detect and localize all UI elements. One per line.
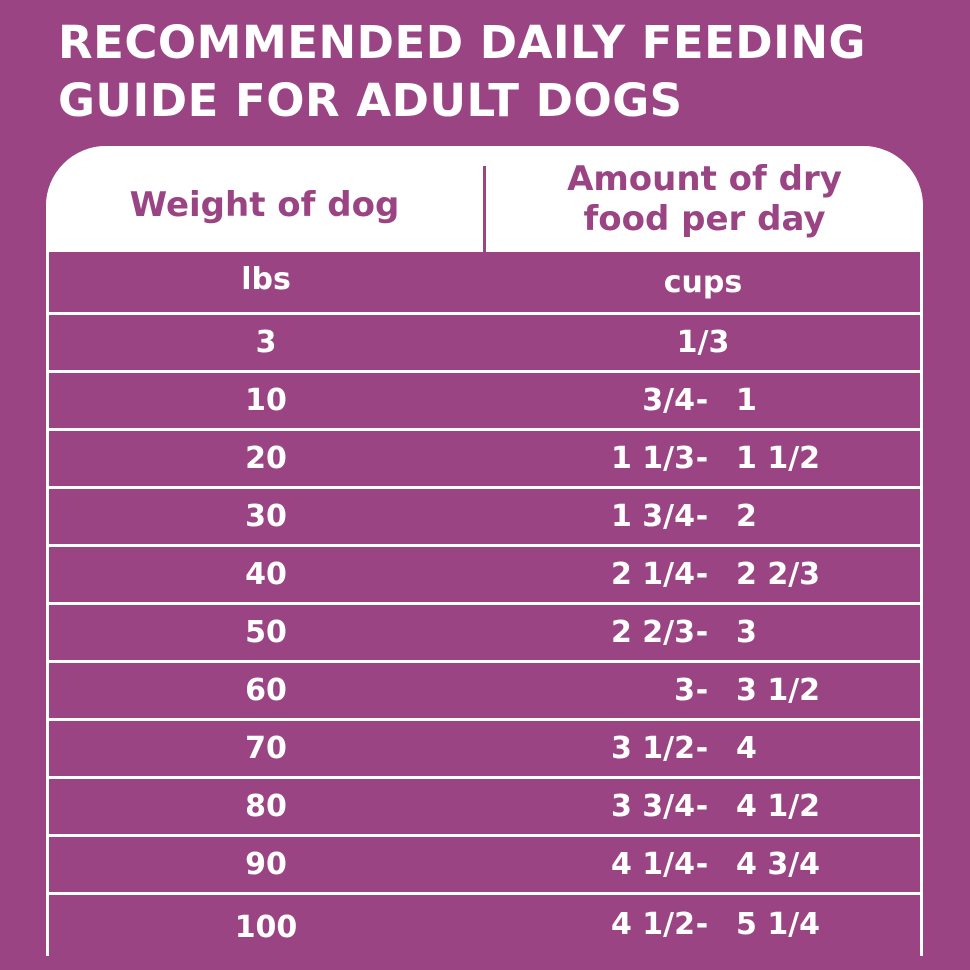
amount-high: 5 1/4 (736, 907, 821, 942)
units-row: lbs cups (49, 252, 920, 312)
amount-cell: 3-3 1/2 (486, 663, 920, 718)
header-amount-line-2: food per day (583, 199, 826, 239)
amount-high: 1 (736, 383, 757, 418)
amount-dash: - (695, 907, 709, 942)
feeding-table: Weight of dog Amount of dry food per day… (46, 146, 923, 956)
title-line-2: GUIDE FOR ADULT DOGS (58, 74, 683, 127)
table-row: 20 1 1/3-1 1/2 (49, 431, 920, 486)
amount-low: 1 1/3 (610, 441, 695, 476)
amount-cell: 2 2/3-3 (486, 605, 920, 660)
amount-low: 3/4 (642, 383, 695, 418)
table-row: 10 3/4-1 (49, 373, 920, 428)
weight-cell: 90 (245, 847, 287, 882)
amount-dash: - (695, 499, 709, 534)
amount-low: 4 1/2 (610, 907, 695, 942)
header-weight: Weight of dog (46, 152, 483, 258)
amount-high: 3 1/2 (736, 673, 821, 708)
weight-cell: 20 (245, 441, 287, 476)
table-row: 70 3 1/2-4 (49, 721, 920, 776)
amount-cell: 1/3 (676, 325, 730, 360)
title-line-1: RECOMMENDED DAILY FEEDING (58, 16, 866, 69)
unit-weight: lbs (241, 262, 291, 297)
amount-low: 1 3/4 (610, 499, 695, 534)
weight-cell: 60 (245, 673, 287, 708)
table-row: 40 2 1/4-2 2/3 (49, 547, 920, 602)
amount-dash: - (695, 383, 709, 418)
amount-cell: 1 3/4-2 (486, 489, 920, 544)
header-amount: Amount of dry food per day (486, 146, 923, 252)
amount-cell: 1 1/3-1 1/2 (486, 431, 920, 486)
unit-amount: cups (663, 264, 743, 300)
header-weight-label: Weight of dog (129, 185, 400, 225)
amount-high: 4 (736, 731, 757, 766)
amount-cell: 3 3/4-4 1/2 (486, 779, 920, 834)
amount-dash: - (695, 615, 709, 650)
weight-cell: 40 (245, 557, 287, 592)
amount-high: 4 3/4 (736, 847, 821, 882)
amount-dash: - (695, 673, 709, 708)
weight-cell: 30 (245, 499, 287, 534)
table-row: 60 3-3 1/2 (49, 663, 920, 718)
table-row: 3 1/3 (49, 315, 920, 370)
amount-dash: - (695, 847, 709, 882)
weight-cell: 50 (245, 615, 287, 650)
weight-cell: 100 (234, 909, 298, 945)
weight-cell: 10 (245, 383, 287, 418)
header-amount-line-1: Amount of dry (567, 159, 842, 199)
amount-dash: - (695, 557, 709, 592)
table-row: 100 4 1/2-5 1/4 (49, 895, 920, 956)
amount-low: 2 2/3 (610, 615, 695, 650)
page-title: RECOMMENDED DAILY FEEDING GUIDE FOR ADUL… (58, 14, 958, 130)
amount-dash: - (695, 789, 709, 824)
amount-low: 3 (674, 673, 695, 708)
amount-cell: 3/4-1 (486, 373, 920, 428)
weight-cell: 70 (245, 731, 287, 766)
amount-high: 2 2/3 (736, 557, 821, 592)
amount-high: 3 (736, 615, 757, 650)
amount-cell: 4 1/4-4 3/4 (486, 837, 920, 892)
table-row: 30 1 3/4-2 (49, 489, 920, 544)
amount-low: 4 1/4 (610, 847, 695, 882)
amount-cell: 3 1/2-4 (486, 721, 920, 776)
amount-high: 4 1/2 (736, 789, 821, 824)
table-row: 80 3 3/4-4 1/2 (49, 779, 920, 834)
table-row: 90 4 1/4-4 3/4 (49, 837, 920, 892)
amount-low: 3 1/2 (610, 731, 695, 766)
header-divider (483, 166, 486, 252)
amount-low: 3 3/4 (610, 789, 695, 824)
table-header: Weight of dog Amount of dry food per day (46, 146, 923, 252)
weight-cell: 3 (255, 325, 277, 360)
amount-cell: 2 1/4-2 2/3 (486, 547, 920, 602)
amount-high: 2 (736, 499, 757, 534)
weight-cell: 80 (245, 789, 287, 824)
amount-high: 1 1/2 (736, 441, 821, 476)
amount-dash: - (695, 441, 709, 476)
amount-cell: 4 1/2-5 1/4 (486, 895, 920, 956)
amount-low: 2 1/4 (610, 557, 695, 592)
amount-dash: - (695, 731, 709, 766)
table-row: 50 2 2/3-3 (49, 605, 920, 660)
